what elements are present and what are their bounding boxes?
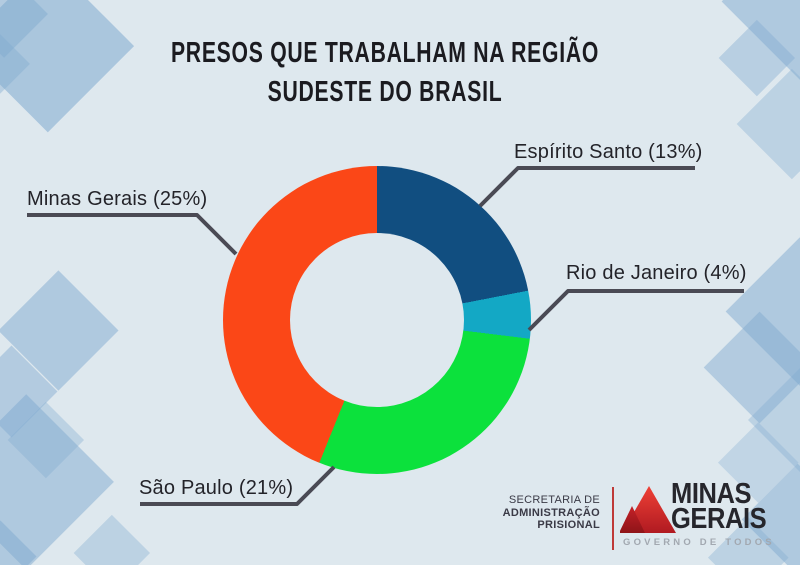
minas-gerais-wordmark: MINAS GERAIS [671, 478, 767, 535]
background-diamond [73, 514, 150, 565]
page-title-line2: SUDESTE DO BRASIL [267, 76, 503, 108]
page-title: PRESOS QUE TRABALHAM NA REGIÃO SUDESTE D… [0, 34, 770, 112]
wordmark-line2: GERAIS [671, 503, 767, 535]
triangle-shadow [620, 506, 645, 533]
secretaria-line2: ADMINISTRAÇÃO [502, 506, 600, 519]
leader-line-espirito-santo [478, 166, 695, 208]
callout-label-rio-de-janeiro: Rio de Janeiro (4%) [566, 262, 747, 284]
leader-line-rio-de-janeiro [527, 289, 744, 332]
logo-separator [612, 487, 614, 550]
page-title-line1: PRESOS QUE TRABALHAM NA REGIÃO [170, 37, 600, 69]
secretaria-line1: SECRETARIA DE [508, 494, 600, 506]
callout-label-espirito-santo: Espírito Santo (13%) [514, 141, 703, 163]
donut-chart-hole [290, 233, 464, 407]
minas-gerais-triangle-logo [620, 486, 676, 533]
wordmark-line1: MINAS [671, 478, 752, 510]
callout-label-sao-paulo: São Paulo (21%) [139, 477, 294, 499]
leader-line-minas-gerais [27, 213, 238, 256]
governo-de-todos-tagline: GOVERNO DE TODOS [623, 537, 775, 548]
callout-label-minas-gerais: Minas Gerais (25%) [27, 188, 208, 210]
secretaria-line3: PRISIONAL [537, 519, 600, 531]
secretaria-text-block: SECRETARIA DE ADMINISTRAÇÃO PRISIONAL [503, 494, 600, 532]
